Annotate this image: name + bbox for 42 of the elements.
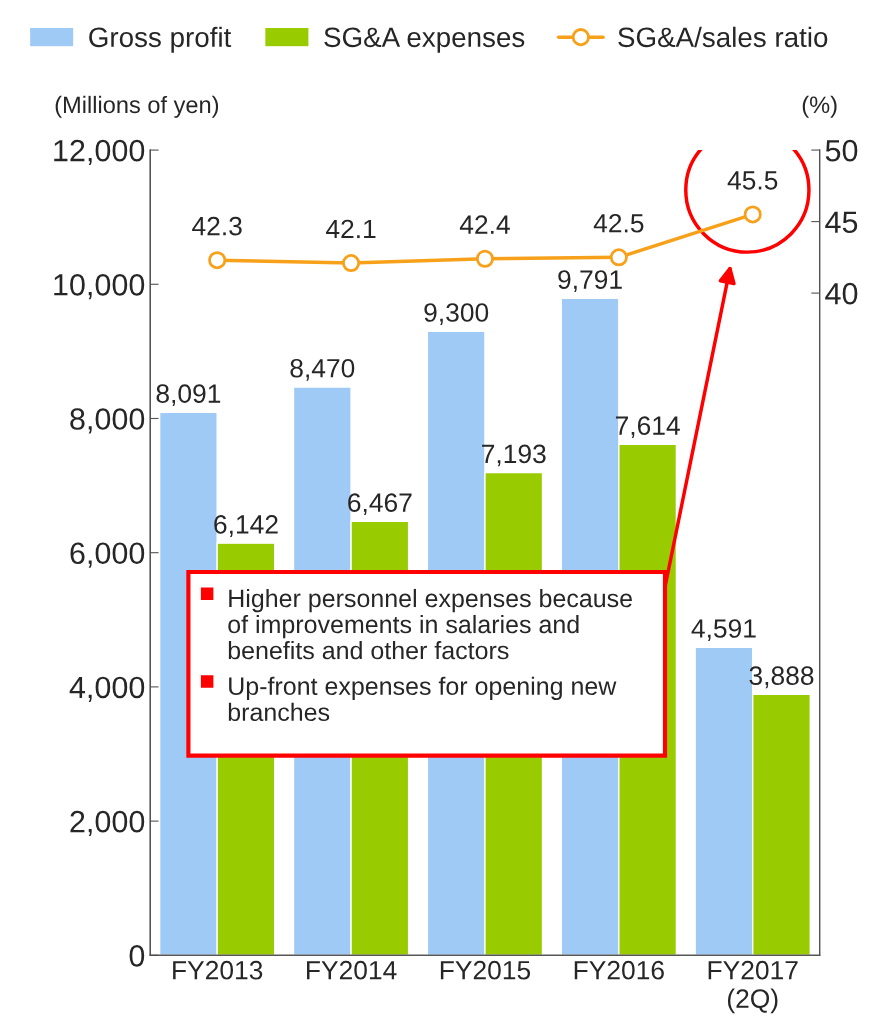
point (342, 254, 361, 273)
data-label: 6,467 (348, 493, 412, 516)
data-label: 7,193 (482, 444, 546, 467)
annotation: Higher personnel expenses because of improvements in salaries and benefits and other factors (228, 588, 632, 660)
y-tick-label: 10,000 (54, 274, 145, 300)
point (475, 249, 494, 268)
data-label: 8,091 (156, 384, 221, 407)
point (743, 205, 762, 224)
y-tick-label: 6,000 (70, 542, 145, 568)
legend-label: Gross profit (89, 26, 232, 53)
y2-axis-title: (%) (802, 95, 837, 118)
y2-tick-label: 45 (825, 211, 858, 233)
data-label: 9,300 (424, 303, 489, 325)
data-label: 42.4 (459, 215, 510, 234)
legend-label: SG&A expenses (324, 27, 525, 53)
x-tick-label: FY2017 (2Q) (708, 960, 798, 1014)
data-label: 45.5 (727, 171, 778, 190)
y2-tick-label: 40 (825, 282, 858, 305)
data-label: 3,888 (749, 666, 814, 689)
data-label: 6,142 (214, 515, 278, 537)
y-tick-label: 0 (129, 945, 145, 967)
x-tick-label: FY2015 (440, 960, 531, 980)
y-axis-title: (Millions of yen) (55, 95, 219, 118)
x-tick-label: FY2016 (574, 960, 664, 980)
data-label: 42.1 (325, 219, 376, 239)
data-label: 42.3 (192, 216, 242, 236)
y-tick-label: 8,000 (70, 408, 145, 434)
y-tick-label: 4,000 (69, 676, 145, 702)
y-tick-label: 12,000 (54, 139, 145, 166)
annotation: Up-front expenses for opening new branches (228, 676, 617, 722)
data-label: 42.5 (593, 213, 644, 233)
legend-label: SG&A/sales ratio (618, 26, 828, 48)
x-tick-label: FY2014 (307, 960, 397, 980)
y2-tick-label: 50 (825, 139, 858, 162)
data-label: 9,791 (558, 270, 622, 293)
data-label: 7,614 (615, 416, 680, 439)
data-label: 8,470 (290, 358, 355, 381)
point (609, 248, 628, 267)
point (208, 251, 227, 270)
data-label: 4,591 (691, 619, 756, 641)
y-tick-label: 2,000 (70, 810, 145, 837)
x-tick-label: FY2013 (173, 960, 263, 980)
